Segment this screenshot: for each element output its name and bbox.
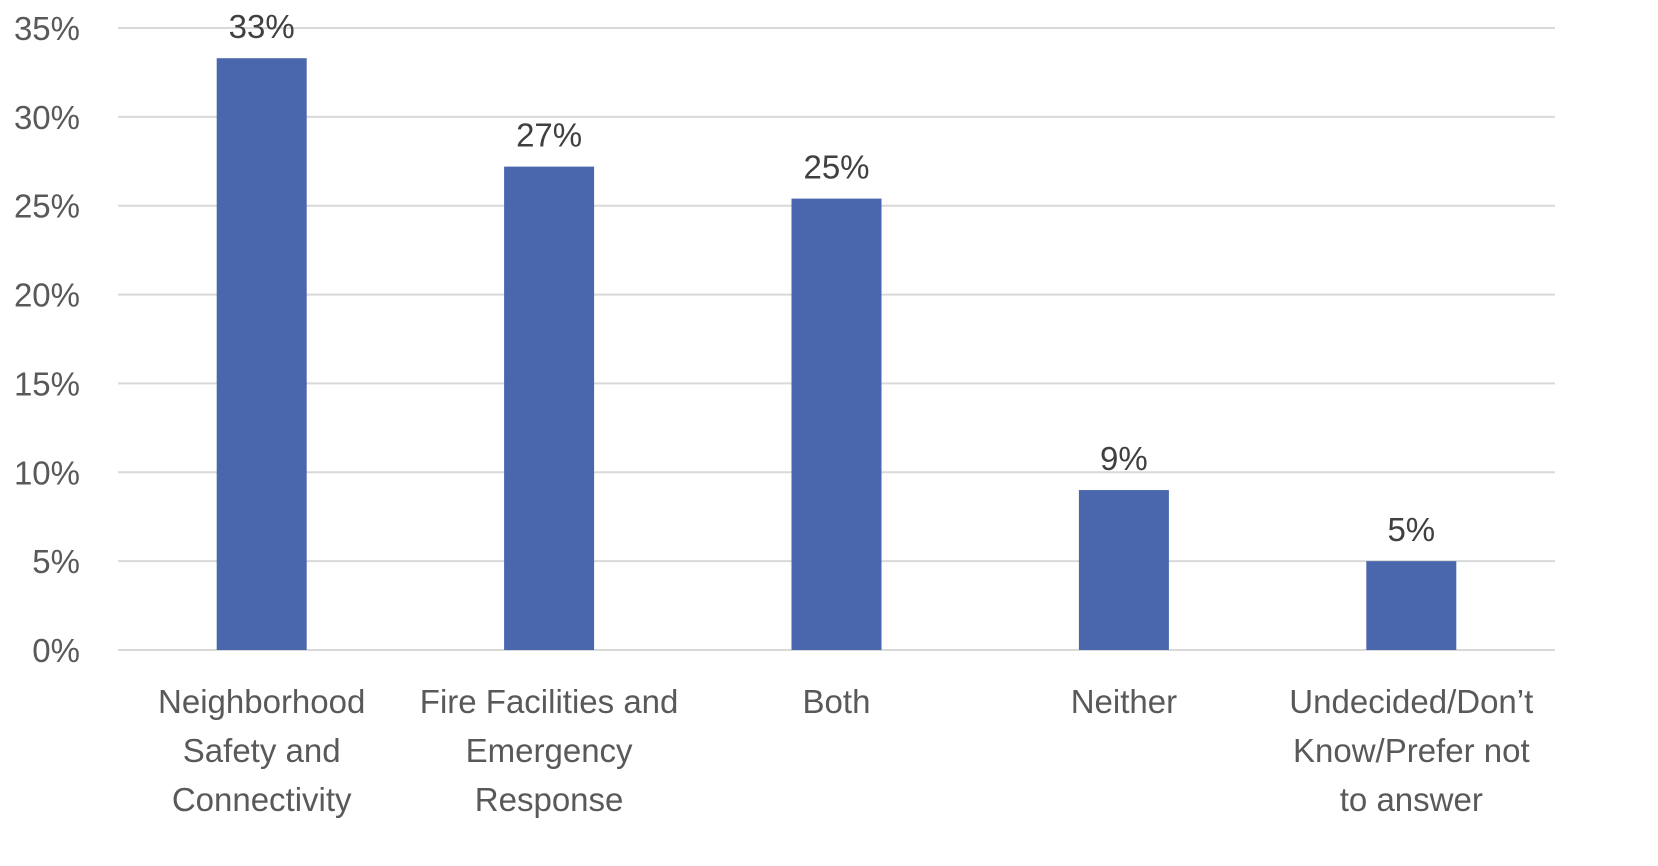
category-label-line: Undecided/Don’t	[1289, 683, 1533, 720]
bar	[504, 166, 595, 651]
y-tick-label: 5%	[32, 543, 80, 580]
category-label-line: Neighborhood	[158, 683, 365, 720]
data-label: 33%	[229, 8, 295, 45]
category-label-line: Safety and	[183, 732, 341, 769]
y-tick-label: 10%	[14, 454, 80, 491]
y-axis-ticks: 0% 5% 10% 15% 20% 25% 30% 35%	[14, 10, 80, 669]
category-label-line: Fire Facilities and	[420, 683, 679, 720]
category-label: Both	[803, 683, 871, 720]
category-label-line: Neither	[1071, 683, 1177, 720]
y-tick-label: 25%	[14, 188, 80, 225]
category-label-line: Emergency	[466, 732, 633, 769]
category-label: Fire Facilities and Emergency Response	[420, 683, 679, 818]
category-label-line: Know/Prefer not	[1293, 732, 1530, 769]
bar	[216, 58, 307, 651]
y-tick-label: 35%	[14, 10, 80, 47]
category-label: Undecided/Don’t Know/Prefer not to answer	[1289, 683, 1533, 818]
data-label: 9%	[1100, 440, 1148, 477]
bars	[216, 58, 1457, 651]
y-tick-label: 30%	[14, 99, 80, 136]
data-label: 27%	[516, 117, 582, 154]
category-label: Neither	[1071, 683, 1177, 720]
category-label: Neighborhood Safety and Connectivity	[158, 683, 365, 818]
data-label: 25%	[803, 149, 869, 186]
y-tick-label: 15%	[14, 365, 80, 402]
category-label-line: Both	[803, 683, 871, 720]
y-tick-label: 20%	[14, 277, 80, 314]
category-label-line: Connectivity	[172, 781, 352, 818]
bar	[791, 198, 882, 650]
bar	[1366, 561, 1457, 650]
data-labels: 33% 27% 25% 9% 5%	[229, 8, 1435, 548]
x-axis-categories: Neighborhood Safety and Connectivity Fire F…	[158, 683, 1533, 818]
y-tick-label: 0%	[32, 632, 80, 669]
bar	[1078, 490, 1169, 650]
category-label-line: Response	[475, 781, 624, 818]
data-label: 5%	[1387, 511, 1435, 548]
category-label-line: to answer	[1340, 781, 1483, 818]
